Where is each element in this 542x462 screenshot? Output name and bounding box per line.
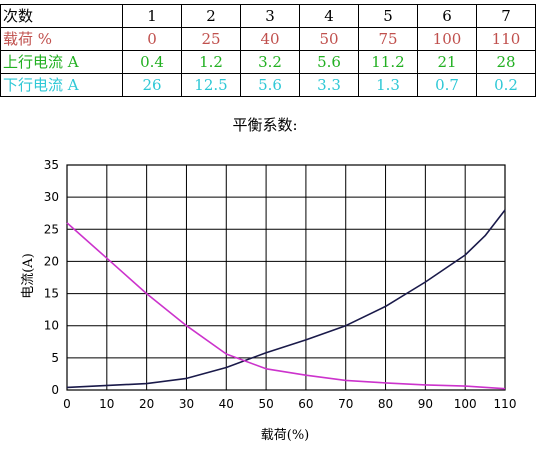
table-cell: 3.3: [299, 73, 359, 97]
down-current-row: 下行电流 A 26 12.5 5.6 3.3 1.3 0.7 0.2: [0, 73, 536, 97]
table-cell: 12.5: [181, 73, 241, 97]
table-cell: 5.6: [240, 73, 300, 97]
table-cell: 0: [122, 27, 182, 51]
table-cell: 4: [299, 4, 359, 28]
table-cell: 28: [476, 50, 536, 74]
table-cell: 0.2: [476, 73, 536, 97]
y-tick-label: 0: [51, 383, 59, 397]
table-cell: 100: [417, 27, 477, 51]
table-cell: 0.7: [417, 73, 477, 97]
down-current-line: [66, 222, 506, 390]
chart-series: [66, 209, 506, 390]
x-tick-label: 110: [494, 397, 517, 411]
y-tick-label: 35: [44, 158, 59, 172]
row-label: 上行电流 A: [0, 50, 123, 74]
y-tick-label: 10: [44, 319, 59, 333]
table-cell: 75: [358, 27, 418, 51]
row-label: 下行电流 A: [0, 73, 123, 97]
x-tick-label: 70: [338, 397, 353, 411]
chart-grid: [66, 164, 506, 391]
x-tick-label: 40: [219, 397, 234, 411]
table-cell: 26: [122, 73, 182, 97]
table-cell: 0.4: [122, 50, 182, 74]
y-tick-label: 20: [44, 254, 59, 268]
table-cell: 1: [122, 4, 182, 28]
x-tick-label: 60: [298, 397, 313, 411]
line-chart: 平衡系数: 0 10 20 30 40 50 60 70 80 90 100 110 0 5 10 15 20 2…: [21, 116, 517, 443]
table-cell: 1.3: [358, 73, 418, 97]
row-label: 载荷 %: [0, 27, 123, 51]
load-row: 载荷 % 0 25 40 50 75 100 110: [0, 27, 536, 51]
x-tick-label: 80: [378, 397, 393, 411]
table-cell: 5: [358, 4, 418, 28]
table-cell: 3.2: [240, 50, 300, 74]
x-tick-label: 10: [99, 397, 114, 411]
up-current-row: 上行电流 A 0.4 1.2 3.2 5.6 11.2 21 28: [0, 50, 536, 74]
x-tick-label: 100: [454, 397, 477, 411]
plot-area-border: [66, 164, 506, 391]
row-label: 次数: [0, 4, 123, 28]
data-table: 次数 1 2 3 4 5 6 7 载荷 % 0 25 40 50 75 100 110 上行电流 A 0.4 1.2…: [0, 4, 536, 97]
table-cell: 7: [476, 4, 536, 28]
x-tick-label: 0: [63, 397, 71, 411]
x-tick-label: 20: [139, 397, 154, 411]
table-cell: 11.2: [358, 50, 418, 74]
y-tick-label: 30: [44, 190, 59, 204]
table-cell: 3: [240, 4, 300, 28]
y-tick-label: 25: [44, 222, 59, 236]
table-cell: 5.6: [299, 50, 359, 74]
table-cell: 50: [299, 27, 359, 51]
x-axis-label: 载荷(%): [261, 428, 310, 443]
chart-axes: 0 10 20 30 40 50 60 70 80 90 100 110 0 5 10 15 20 25 30 35: [44, 158, 517, 411]
table-cell: 21: [417, 50, 477, 74]
chart-title: 平衡系数:: [232, 116, 297, 134]
y-axis-label: 电流(A): [21, 253, 36, 299]
y-tick-label: 5: [51, 351, 59, 365]
table-cell: 25: [181, 27, 241, 51]
table-cell: 6: [417, 4, 477, 28]
table-cell: 1.2: [181, 50, 241, 74]
table-cell: 110: [476, 27, 536, 51]
y-tick-label: 15: [44, 287, 59, 301]
count-row: 次数 1 2 3 4 5 6 7: [0, 4, 536, 28]
table-cell: 2: [181, 4, 241, 28]
x-tick-label: 30: [179, 397, 194, 411]
x-tick-label: 50: [258, 397, 273, 411]
x-tick-label: 90: [418, 397, 433, 411]
up-current-line: [66, 209, 506, 389]
table-cell: 40: [240, 27, 300, 51]
